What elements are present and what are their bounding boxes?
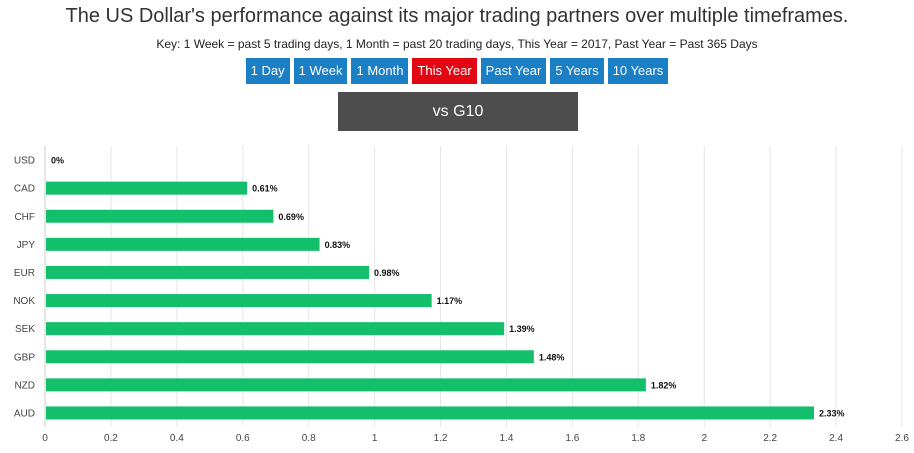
bar-nok[interactable] [46, 294, 432, 308]
value-labels: 0% 0.61% 0.69% 0.83% 0.98% 1.17% 1.39% 1.48% 1.8… [51, 156, 845, 419]
x-tick-label: 1 [372, 433, 378, 444]
bar-jpy[interactable] [46, 237, 320, 251]
x-tick-label: 2.4 [829, 433, 843, 444]
value-label-sek: 1.39% [509, 324, 535, 334]
category-label-chf: CHF [14, 212, 35, 223]
value-label-cad: 0.61% [252, 184, 278, 194]
x-tick-label: 0.8 [302, 433, 316, 444]
category-labels: USD CAD CHF JPY EUR NOK SEK GBP NZD AUD [13, 156, 35, 420]
x-tick-label: 1.2 [434, 433, 448, 444]
category-label-usd: USD [14, 156, 35, 167]
x-tick-label: 0.6 [236, 433, 250, 444]
value-label-eur: 0.98% [374, 268, 400, 278]
tab-1-day[interactable]: 1 Day [245, 58, 290, 84]
category-label-nzd: NZD [14, 380, 35, 391]
x-tick-label: 1.4 [500, 433, 514, 444]
bar-nzd[interactable] [46, 378, 646, 392]
bar-eur[interactable] [46, 265, 370, 279]
x-tick-label: 2.2 [763, 433, 777, 444]
tab-this-year[interactable]: This Year [412, 58, 477, 84]
category-label-aud: AUD [14, 408, 35, 419]
bar-aud[interactable] [46, 406, 815, 420]
tab-past-year[interactable]: Past Year [480, 58, 547, 84]
x-axis-tick-labels: 0 0.2 0.4 0.6 0.8 1 1.2 1.4 1.6 1.8 2 2.2 2.4 2.6 [42, 433, 909, 444]
bar-sek[interactable] [46, 322, 505, 336]
tab-10-years[interactable]: 10 Years [607, 58, 669, 84]
timeframe-tabs: 1 Day 1 Week 1 Month This Year Past Year… [0, 58, 914, 84]
bar-gbp[interactable] [46, 350, 534, 364]
chart-page-title: The US Dollar's performance against its … [65, 5, 849, 27]
tab-1-week[interactable]: 1 Week [293, 58, 348, 84]
value-label-usd: 0% [51, 156, 64, 166]
x-tick-label: 1.6 [565, 433, 579, 444]
x-tick-label: 0.4 [170, 433, 184, 444]
value-label-aud: 2.33% [819, 408, 845, 418]
x-tick-label: 1.8 [631, 433, 645, 444]
tab-5-years[interactable]: 5 Years [550, 58, 604, 84]
bars [46, 181, 815, 420]
category-label-eur: EUR [14, 268, 35, 279]
category-label-gbp: GBP [14, 352, 35, 363]
value-label-gbp: 1.48% [539, 352, 565, 362]
bar-cad[interactable] [46, 181, 248, 195]
value-label-nok: 1.17% [437, 296, 463, 306]
category-label-jpy: JPY [17, 240, 36, 251]
category-label-cad: CAD [14, 184, 35, 195]
tab-1-month[interactable]: 1 Month [351, 58, 409, 84]
category-label-sek: SEK [15, 324, 35, 335]
x-tick-label: 2.6 [895, 433, 909, 444]
x-tick-label: 2 [701, 433, 707, 444]
bar-chf[interactable] [46, 209, 274, 223]
value-label-jpy: 0.83% [325, 240, 351, 250]
category-label-nok: NOK [13, 296, 35, 307]
timeframe-key-note: Key: 1 Week = past 5 trading days, 1 Mon… [156, 37, 758, 51]
comparison-group-button[interactable]: vs G10 [338, 92, 578, 131]
value-label-nzd: 1.82% [651, 380, 677, 390]
x-tick-label: 0 [42, 433, 48, 444]
x-tick-label: 0.2 [104, 433, 118, 444]
value-label-chf: 0.69% [278, 212, 304, 222]
